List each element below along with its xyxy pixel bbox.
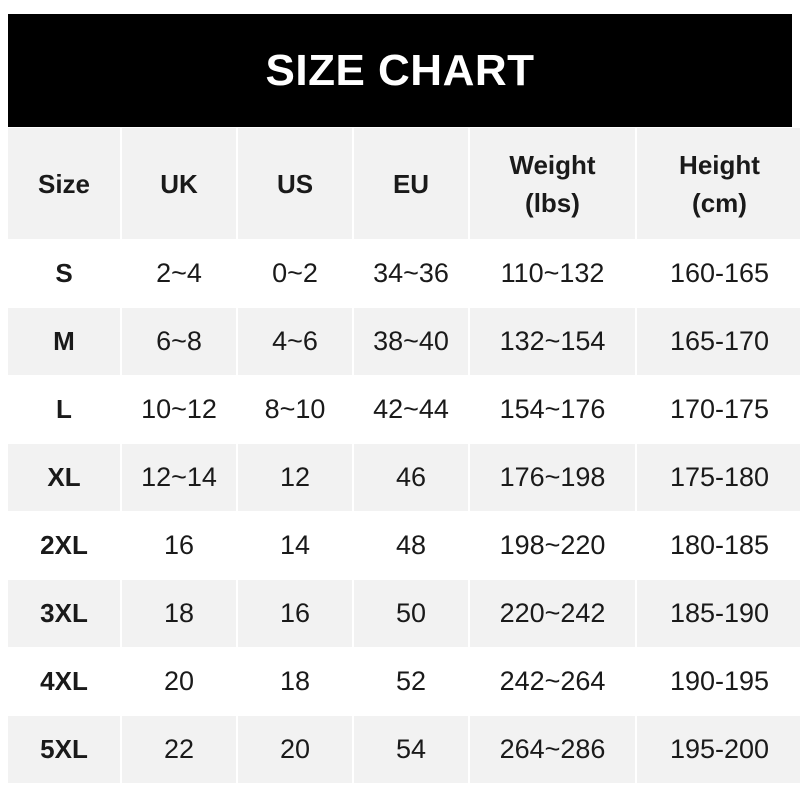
cell-height: 160-165: [637, 240, 800, 307]
cell-us: 0~2: [238, 240, 352, 307]
cell-size: S: [8, 240, 120, 307]
cell-eu: 38~40: [354, 308, 468, 375]
cell-uk: 20: [122, 648, 236, 715]
cell-size: 4XL: [8, 648, 120, 715]
header-label: Weight: [509, 149, 596, 180]
header-unit: (cm): [692, 187, 747, 218]
table-row: S 2~4 0~2 34~36 110~132 160-165: [8, 240, 800, 307]
cell-height: 175-180: [637, 444, 800, 511]
table-row: L 10~12 8~10 42~44 154~176 170-175: [8, 376, 800, 443]
cell-size: 3XL: [8, 580, 120, 647]
cell-size: 5XL: [8, 716, 120, 783]
cell-weight: 154~176: [470, 376, 635, 443]
cell-size: M: [8, 308, 120, 375]
cell-weight: 198~220: [470, 512, 635, 579]
cell-weight: 176~198: [470, 444, 635, 511]
size-chart-title: SIZE CHART: [8, 14, 792, 127]
cell-uk: 18: [122, 580, 236, 647]
size-chart-table: Size UK US EU Weight (lbs) Height (cm) S 2~4 0~2 3…: [6, 127, 800, 784]
cell-us: 20: [238, 716, 352, 783]
header-label: US: [276, 168, 314, 199]
cell-height: 170-175: [637, 376, 800, 443]
header-row: Size UK US EU Weight (lbs) Height (cm): [8, 128, 800, 239]
cell-eu: 48: [354, 512, 468, 579]
column-header-size: Size: [8, 128, 120, 239]
cell-height: 195-200: [637, 716, 800, 783]
cell-uk: 10~12: [122, 376, 236, 443]
table-row: XL 12~14 12 46 176~198 175-180: [8, 444, 800, 511]
table-row: 4XL 20 18 52 242~264 190-195: [8, 648, 800, 715]
cell-eu: 52: [354, 648, 468, 715]
cell-height: 180-185: [637, 512, 800, 579]
cell-weight: 110~132: [470, 240, 635, 307]
cell-weight: 220~242: [470, 580, 635, 647]
cell-height: 185-190: [637, 580, 800, 647]
cell-uk: 2~4: [122, 240, 236, 307]
cell-us: 18: [238, 648, 352, 715]
cell-eu: 50: [354, 580, 468, 647]
cell-uk: 16: [122, 512, 236, 579]
header-label: UK: [160, 168, 198, 199]
cell-uk: 12~14: [122, 444, 236, 511]
cell-uk: 22: [122, 716, 236, 783]
column-header-us: US: [238, 128, 352, 239]
header-label: Size: [37, 168, 91, 199]
cell-us: 12: [238, 444, 352, 511]
header-unit: (lbs): [525, 187, 580, 218]
cell-eu: 42~44: [354, 376, 468, 443]
cell-us: 8~10: [238, 376, 352, 443]
cell-size: L: [8, 376, 120, 443]
cell-weight: 132~154: [470, 308, 635, 375]
column-header-weight: Weight (lbs): [470, 128, 635, 239]
cell-weight: 242~264: [470, 648, 635, 715]
table-row: 5XL 22 20 54 264~286 195-200: [8, 716, 800, 783]
cell-weight: 264~286: [470, 716, 635, 783]
column-header-uk: UK: [122, 128, 236, 239]
header-label: Height: [679, 149, 760, 180]
cell-eu: 34~36: [354, 240, 468, 307]
cell-height: 165-170: [637, 308, 800, 375]
column-header-height: Height (cm): [637, 128, 800, 239]
cell-size: XL: [8, 444, 120, 511]
cell-eu: 46: [354, 444, 468, 511]
table-row: M 6~8 4~6 38~40 132~154 165-170: [8, 308, 800, 375]
table-row: 2XL 16 14 48 198~220 180-185: [8, 512, 800, 579]
cell-height: 190-195: [637, 648, 800, 715]
header-label: EU: [392, 168, 430, 199]
cell-size: 2XL: [8, 512, 120, 579]
table-row: 3XL 18 16 50 220~242 185-190: [8, 580, 800, 647]
cell-us: 16: [238, 580, 352, 647]
column-header-eu: EU: [354, 128, 468, 239]
cell-us: 14: [238, 512, 352, 579]
cell-eu: 54: [354, 716, 468, 783]
cell-uk: 6~8: [122, 308, 236, 375]
cell-us: 4~6: [238, 308, 352, 375]
